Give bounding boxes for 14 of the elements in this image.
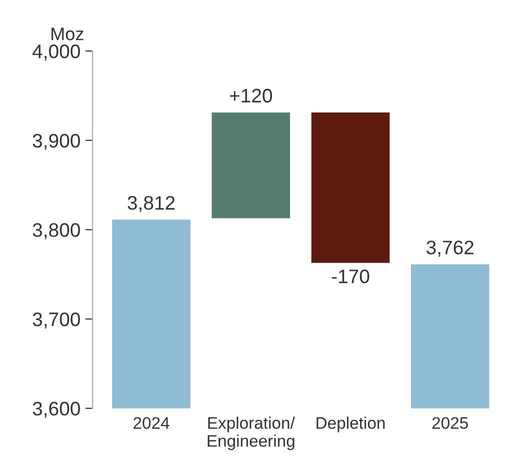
y-tick-label: 3,600 (32, 402, 80, 418)
y-tick-label: 3,800 (32, 223, 80, 240)
data-label: -170 (332, 269, 370, 284)
x-tick-label: 2025 (432, 417, 468, 429)
data-label: 3,812 (128, 196, 175, 212)
x-tick-label: Depletion (316, 416, 385, 432)
x-tick-label: Exploration/ Engineering (208, 416, 295, 450)
data-label: +120 (230, 88, 272, 103)
y-tick-label: 3,900 (32, 134, 80, 150)
y-tick-label: 3,700 (32, 312, 80, 329)
y-axis-title: Moz (52, 28, 84, 40)
data-label: 3,762 (426, 240, 474, 257)
x-tick-label: 2024 (134, 417, 170, 429)
y-tick-label: 4,000 (32, 44, 80, 61)
